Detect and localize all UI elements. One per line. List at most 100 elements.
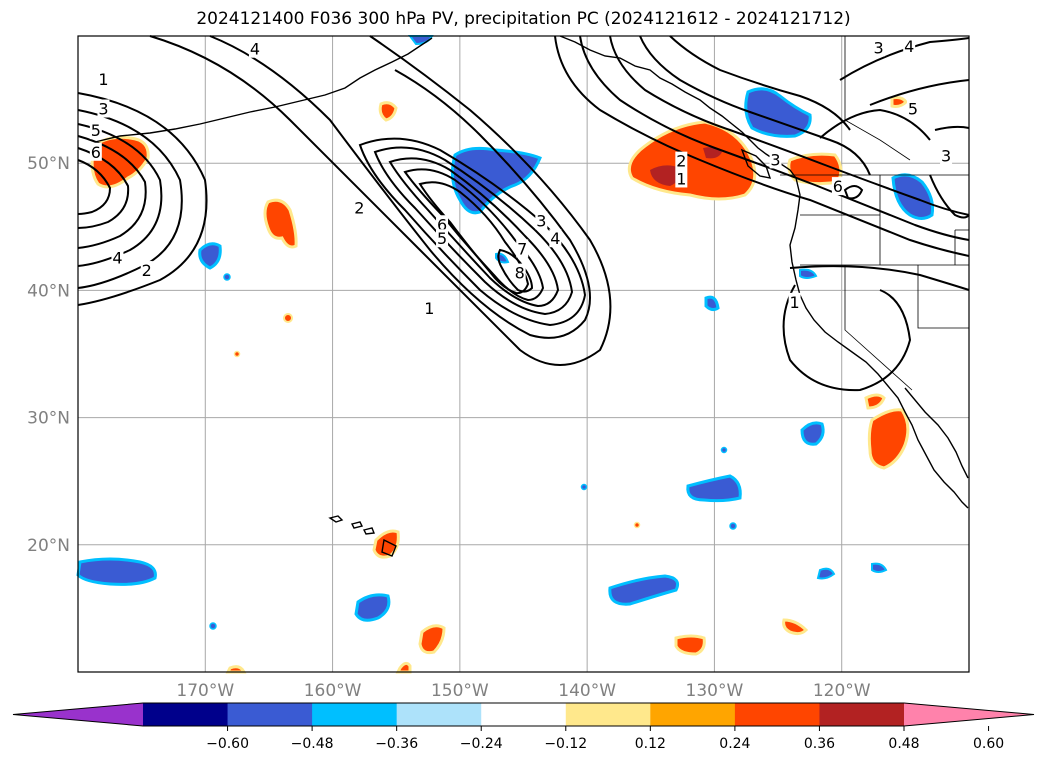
colorbar-segment — [819, 703, 905, 726]
map-title: 2024121400 F036 300 hPa PV, precipitatio… — [196, 9, 851, 29]
pv-contour — [77, 109, 183, 289]
longitude-label: 160°W — [304, 681, 362, 701]
pv-label-halo — [97, 70, 110, 89]
map-background — [78, 36, 969, 672]
colorbar-segment-extend-high — [904, 703, 1034, 726]
pv-contour — [843, 185, 864, 200]
pv-contour — [554, 35, 970, 257]
pv-label-halo — [248, 39, 261, 58]
pv-contour — [77, 147, 130, 229]
precip-negative-dot — [580, 483, 588, 491]
precip-positive-patch — [890, 96, 908, 108]
precip-positive-dot — [233, 350, 241, 358]
precip-negative-patch — [354, 593, 391, 622]
longitude-label: 140°W — [558, 681, 616, 701]
precip-positive-dot — [633, 521, 641, 529]
pv-contour-label: 2 — [142, 261, 152, 280]
pv-label-halo — [89, 121, 102, 140]
pv-label-halo — [353, 198, 366, 217]
pv-contour-label: 4 — [904, 37, 914, 56]
map-frame — [77, 35, 970, 673]
pv-contour — [579, 35, 970, 241]
colorbar-tick-label: −0.60 — [206, 736, 249, 752]
precip-positive-patch — [418, 624, 446, 655]
pv-contour-label: 5 — [437, 229, 447, 248]
pv-contour-label: 6 — [437, 215, 447, 234]
pv-label-halo — [872, 38, 885, 57]
pv-contour — [77, 123, 163, 267]
pv-contour — [819, 108, 931, 141]
precip-positive-patch — [90, 135, 150, 189]
colorbar-tick-label: −0.36 — [375, 736, 418, 752]
pv-contour — [669, 35, 851, 131]
precip-negative-patch — [744, 87, 812, 138]
pv-label-halo — [111, 248, 124, 267]
latitude-label: 20°N — [27, 536, 70, 556]
precip-positive-patch — [225, 665, 247, 674]
colorbar-outline — [12, 702, 1035, 727]
pv-contour-label: 4 — [250, 40, 260, 59]
pv-label-halo — [513, 263, 526, 282]
pv-contour — [149, 35, 612, 366]
pv-contour — [639, 35, 871, 176]
precip-negative-patch — [800, 421, 825, 446]
pv-contour — [839, 37, 970, 81]
precip-positive-patch — [372, 529, 400, 559]
colorbar-segment — [734, 703, 820, 726]
precip-positive-patch — [864, 393, 886, 410]
colorbar-tick-label: −0.48 — [291, 736, 334, 752]
pv-label-halo — [940, 146, 953, 165]
pv-contour-label: 1 — [98, 70, 108, 89]
longitude-label: 120°W — [813, 681, 871, 701]
precip-negative-patch — [816, 567, 836, 580]
pv-contour — [77, 92, 208, 306]
precip-negative-patch — [608, 574, 680, 606]
colorbar-segment — [312, 703, 398, 726]
pv-contour — [934, 125, 970, 131]
pv-label-halo — [89, 142, 102, 161]
precip-negative-patch — [871, 562, 888, 573]
pv-contour-label: 1 — [676, 169, 686, 188]
pv-contour-label: 2 — [676, 152, 686, 171]
precip-negative-patch — [686, 474, 742, 503]
pv-contour-label: 5 — [91, 121, 101, 140]
precip-positive-patch — [378, 101, 398, 122]
pv-contour-label: 7 — [517, 239, 527, 258]
pv-contour — [77, 159, 112, 215]
pv-contour — [929, 174, 970, 219]
pv-label-halo — [97, 99, 110, 118]
pv-contour-label: 3 — [98, 100, 108, 119]
precip-positive-patch — [395, 661, 412, 674]
precip-negative-patch — [799, 268, 818, 279]
political-borders — [780, 36, 969, 391]
coastline-us-west — [789, 177, 969, 509]
pv-label-halo — [788, 292, 801, 311]
colorbar-segment — [227, 703, 313, 726]
pv-label-halo — [769, 150, 782, 169]
precip-negative-dot — [720, 446, 728, 454]
pv-label-halo — [535, 211, 548, 230]
pv-contour-label: 8 — [515, 264, 525, 283]
precip-positive-dot — [283, 313, 293, 323]
coastline-alaska-bc — [559, 35, 797, 179]
pv-contour-label: 3 — [941, 147, 951, 166]
precip-negative-patch — [704, 295, 720, 312]
coastline-hawaii — [328, 515, 397, 557]
precip-positive-core — [703, 147, 722, 159]
precip-negative-patch — [198, 242, 222, 270]
colorbar: −0.60 −0.48 −0.36 −0.24 −0.12 0.12 0.24 0.36 0.4… — [12, 702, 1035, 752]
colorbar-tick-label: 0.12 — [635, 736, 666, 752]
precip-negative-patch — [76, 557, 157, 586]
colorbar-segment — [396, 703, 482, 726]
colorbar-tick-label: −0.24 — [460, 736, 503, 752]
pv-label-halo — [675, 151, 688, 170]
coastline-baja — [904, 387, 969, 479]
pv-contour — [358, 137, 587, 327]
longitude-label: 150°W — [431, 681, 489, 701]
pv-contours — [77, 35, 970, 392]
pv-contour-label: 6 — [833, 177, 843, 196]
colorbar-tick-label: 0.48 — [888, 736, 919, 752]
